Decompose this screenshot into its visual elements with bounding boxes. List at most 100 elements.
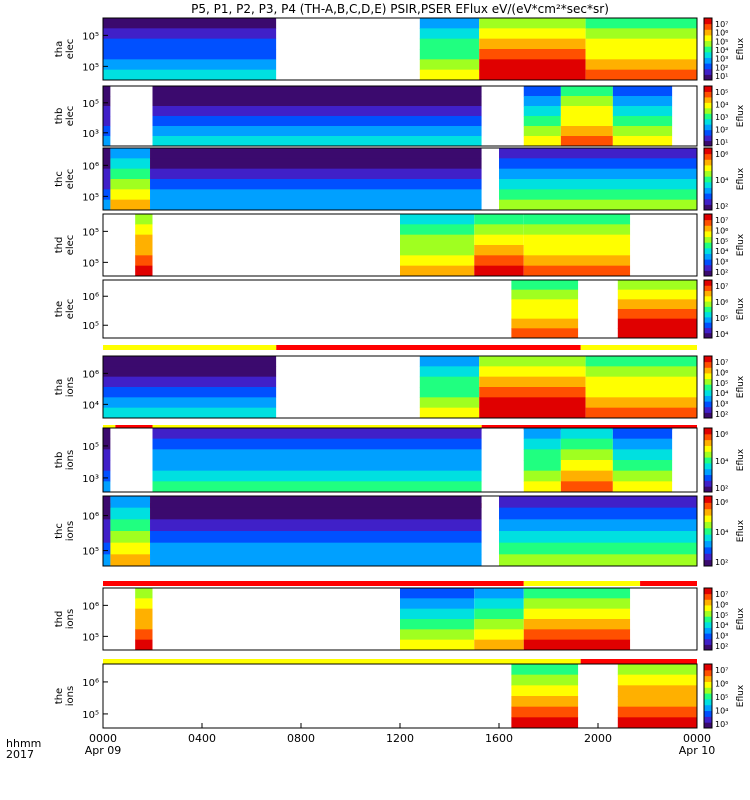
spectrogram-cell (617, 685, 697, 697)
spectrogram-cell (103, 460, 111, 472)
panel-8: thc ions 10⁶ 10⁵ 10⁶ 10⁴ 10² Eflux (54, 495, 746, 586)
spectrogram-cell (103, 168, 111, 180)
spectrogram-cell (103, 189, 111, 201)
colorbar-tick-label: 10⁴ (715, 247, 728, 256)
spectrogram-cell (110, 179, 151, 190)
colorbar-swatch (704, 722, 712, 729)
spectrogram-cell (617, 299, 697, 310)
spectrogram-cell (400, 598, 475, 610)
spectrogram-cell (152, 116, 482, 127)
colorbar-swatch (704, 378, 712, 385)
spectrogram-cell (523, 255, 631, 267)
spectrogram-cell (103, 366, 277, 378)
colorbar-swatch (704, 515, 712, 522)
colorbar-swatch (704, 433, 712, 441)
panel-3: thc elec 10⁶ 10⁵ 10⁶ 10⁴ 10² Eflux (54, 147, 746, 211)
spectrogram-cell (511, 664, 579, 676)
spectrogram-cell (560, 136, 613, 147)
data-gap (630, 588, 697, 650)
colorbar-tick-label: 10³ (715, 258, 728, 267)
spectrogram-cell (103, 470, 111, 482)
panel-frame (102, 279, 698, 339)
spectrogram-cell (150, 148, 482, 159)
spectrogram-cell (499, 554, 697, 567)
spectrogram-cell (103, 554, 111, 567)
colorbar-swatch (704, 372, 712, 380)
spectrogram-cell (474, 639, 524, 651)
colorbar-swatch (704, 290, 712, 297)
y-axis-label: elec (65, 235, 76, 256)
spectrogram-cell (135, 619, 153, 630)
spectrogram-cell (103, 531, 111, 544)
spectrogram-cell (612, 481, 673, 493)
colorbar-swatch (704, 474, 712, 481)
spectrogram-cell (511, 706, 579, 718)
y-tick-label: 10³ (82, 474, 99, 485)
spectrogram-cell (511, 289, 579, 300)
colorbar-swatch (704, 332, 712, 339)
colorbar-swatch (704, 669, 712, 677)
colorbar-swatch (704, 280, 712, 286)
colorbar-label: Eflux (736, 519, 746, 542)
spectrogram-cell (135, 245, 153, 256)
spectrogram-cell (479, 59, 586, 71)
spectrogram-cell (560, 86, 613, 97)
colorbar-swatch (704, 236, 712, 243)
colorbar-swatch (704, 439, 712, 446)
colorbar-swatch (704, 51, 712, 58)
spectrogram-cell (511, 280, 579, 291)
colorbar-swatch (704, 644, 712, 651)
spectrogram-cell (585, 366, 697, 378)
x-tick-label: 0400 (188, 732, 216, 745)
spectrogram-cell (103, 136, 111, 147)
y-tick-label: 10⁶ (82, 512, 99, 523)
colorbar-swatch (704, 486, 712, 493)
spectrogram-cell (585, 69, 697, 81)
spectrogram-cell (150, 554, 482, 567)
x-tick-label: 0800 (287, 732, 315, 745)
spectrogram-cell (150, 531, 482, 544)
colorbar-tick-label: 10² (715, 410, 728, 419)
spectrogram-cell (523, 116, 561, 127)
spectrogram-cell (152, 470, 482, 482)
x-tick-label: 1600 (485, 732, 513, 745)
spectrogram-cell (152, 438, 482, 450)
y-axis-label: ions (65, 521, 76, 541)
colorbar-label: Eflux (736, 297, 746, 320)
colorbar-swatch (704, 316, 712, 323)
panel-frame (102, 213, 698, 277)
spectrogram-cell (103, 69, 277, 81)
spectrogram-cell (419, 366, 480, 378)
spectrogram-cell (499, 148, 697, 159)
colorbar-tick-label: 10³ (715, 400, 728, 409)
colorbar-swatch (704, 480, 712, 487)
spectrogram-cell (110, 542, 151, 555)
colorbar-swatch (704, 710, 712, 717)
colorbar-tick-label: 10⁶ (715, 600, 728, 609)
spectrogram-cell (479, 366, 586, 378)
spectrogram-cell (617, 664, 697, 676)
spectrogram-cell (499, 542, 697, 555)
spectrogram-cell (400, 224, 475, 236)
colorbar-swatch (704, 508, 712, 516)
spectrogram-cell (103, 18, 277, 29)
y-axis-label: ions (65, 377, 76, 397)
data-gap (481, 496, 499, 566)
panel-7: thb ions 10⁵ 10³ 10⁶ 10⁴ 10² Eflux (54, 427, 746, 508)
colorbar-tick-label: 10⁷ (715, 216, 728, 225)
colorbar-swatch (704, 113, 712, 120)
colorbar-swatch (704, 68, 712, 75)
spectrogram-cell (523, 224, 631, 236)
colorbar-swatch (704, 367, 712, 374)
spectrogram-cell (135, 265, 153, 277)
spectrogram-cell (103, 356, 277, 367)
colorbar-swatch (704, 187, 712, 194)
spectrogram-cell (103, 481, 111, 493)
spectrogram-cell (400, 255, 475, 267)
colorbar-swatch (704, 253, 712, 260)
spectrogram-cell (474, 598, 524, 610)
spectrogram-cell (152, 428, 482, 440)
spectrogram-cell (152, 460, 482, 472)
spectrogram-cell (103, 519, 111, 532)
spectrogram-cell (103, 96, 111, 107)
